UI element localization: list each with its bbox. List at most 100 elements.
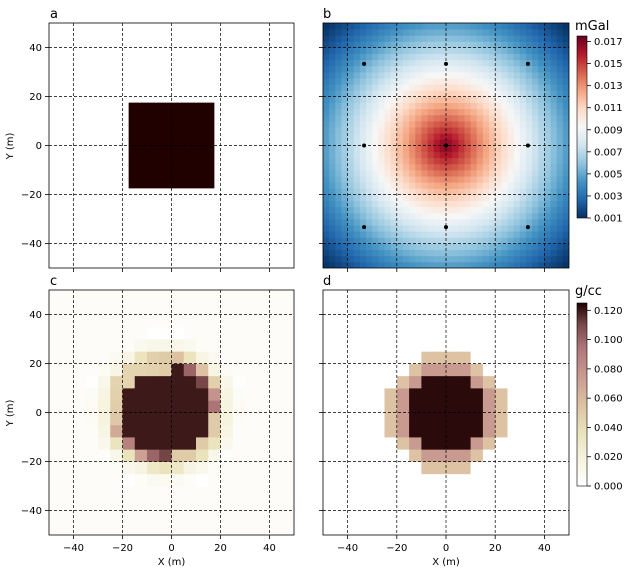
field-cell bbox=[538, 121, 545, 128]
field-cell bbox=[409, 249, 416, 257]
model-cell bbox=[147, 449, 160, 462]
model-cell bbox=[73, 486, 87, 499]
field-cell bbox=[347, 78, 355, 85]
field-cell bbox=[464, 90, 471, 97]
field-cell bbox=[513, 72, 521, 79]
field-cell bbox=[341, 219, 348, 226]
model-cell bbox=[110, 290, 123, 303]
field-cell bbox=[347, 157, 355, 165]
model-cell bbox=[507, 388, 521, 401]
model-cell bbox=[159, 388, 172, 401]
field-cell bbox=[507, 145, 515, 153]
model-cell bbox=[196, 473, 209, 487]
field-cell bbox=[556, 225, 564, 232]
field-cell bbox=[390, 47, 398, 55]
model-cell bbox=[49, 437, 62, 450]
field-cell bbox=[507, 261, 515, 268]
model-cell bbox=[396, 522, 410, 535]
field-cell bbox=[550, 249, 558, 257]
field-cell bbox=[562, 200, 569, 208]
field-cell bbox=[544, 65, 551, 73]
field-cell bbox=[409, 108, 416, 116]
model-cell bbox=[556, 351, 569, 364]
model-cell bbox=[281, 522, 294, 535]
model-cell bbox=[134, 461, 148, 475]
field-cell bbox=[421, 157, 428, 165]
field-cell bbox=[409, 102, 416, 110]
field-cell bbox=[507, 53, 515, 61]
model-cell bbox=[396, 400, 410, 413]
field-cell bbox=[384, 176, 392, 183]
field-cell bbox=[421, 133, 428, 140]
field-cell bbox=[347, 176, 355, 183]
field-cell bbox=[384, 249, 392, 257]
field-cell bbox=[507, 65, 515, 73]
field-cell bbox=[415, 188, 422, 195]
model-cell bbox=[220, 388, 234, 401]
field-cell bbox=[415, 163, 422, 171]
field-cell bbox=[378, 59, 385, 67]
model-cell bbox=[556, 302, 569, 315]
field-cell bbox=[366, 53, 373, 61]
colorbar-tick-label: 0.020 bbox=[594, 452, 623, 463]
field-cell bbox=[347, 200, 355, 208]
model-cell bbox=[110, 326, 123, 340]
model-cell bbox=[85, 339, 99, 352]
field-cell bbox=[390, 188, 398, 195]
model-cell bbox=[544, 400, 558, 413]
model-cell bbox=[208, 498, 221, 511]
field-cell bbox=[544, 243, 551, 251]
model-cell bbox=[147, 339, 160, 352]
field-cell bbox=[482, 237, 490, 244]
field-cell bbox=[341, 29, 348, 36]
field-cell bbox=[464, 35, 471, 42]
field-cell bbox=[464, 163, 471, 171]
field-cell bbox=[402, 23, 410, 30]
model-cell bbox=[159, 437, 172, 450]
field-cell bbox=[538, 255, 545, 263]
model-cell bbox=[323, 339, 336, 352]
field-cell bbox=[476, 255, 484, 263]
model-cell bbox=[196, 400, 209, 413]
field-cell bbox=[341, 96, 348, 104]
field-cell bbox=[562, 145, 569, 153]
field-cell bbox=[439, 225, 447, 232]
model-cell bbox=[507, 290, 521, 303]
model-cell bbox=[323, 437, 336, 450]
model-cell bbox=[183, 461, 197, 475]
model-cell bbox=[335, 498, 348, 511]
model-cell bbox=[519, 510, 533, 524]
model-cell bbox=[556, 388, 569, 401]
field-cell bbox=[378, 127, 385, 134]
model-cell bbox=[134, 363, 148, 377]
model-cell bbox=[220, 461, 234, 475]
model-cell bbox=[409, 302, 422, 315]
model-cell bbox=[482, 363, 496, 377]
colorbar-tick-label: 0.015 bbox=[594, 59, 623, 70]
field-cell bbox=[452, 261, 459, 268]
model-cell bbox=[519, 302, 533, 315]
field-cell bbox=[372, 133, 379, 140]
model-cell bbox=[458, 339, 471, 352]
field-cell bbox=[538, 206, 545, 214]
model-cell bbox=[73, 510, 87, 524]
model-cell bbox=[122, 363, 136, 377]
field-cell bbox=[525, 127, 533, 134]
field-cell bbox=[427, 237, 435, 244]
field-cell bbox=[446, 170, 453, 177]
model-cell bbox=[257, 424, 270, 438]
field-cell bbox=[562, 35, 569, 42]
model-cell bbox=[196, 424, 209, 438]
model-cell bbox=[335, 437, 348, 450]
field-cell bbox=[519, 237, 527, 244]
field-cell bbox=[390, 163, 398, 171]
model-cell bbox=[85, 522, 99, 535]
model-cell bbox=[110, 461, 123, 475]
field-cell bbox=[470, 157, 478, 165]
field-cell bbox=[525, 157, 533, 165]
field-cell bbox=[335, 243, 342, 251]
model-cell bbox=[396, 424, 410, 438]
field-cell bbox=[402, 243, 410, 251]
field-cell bbox=[421, 231, 428, 238]
field-cell bbox=[390, 96, 398, 104]
